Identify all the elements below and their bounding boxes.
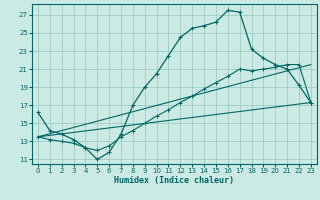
X-axis label: Humidex (Indice chaleur): Humidex (Indice chaleur) [115, 176, 234, 185]
